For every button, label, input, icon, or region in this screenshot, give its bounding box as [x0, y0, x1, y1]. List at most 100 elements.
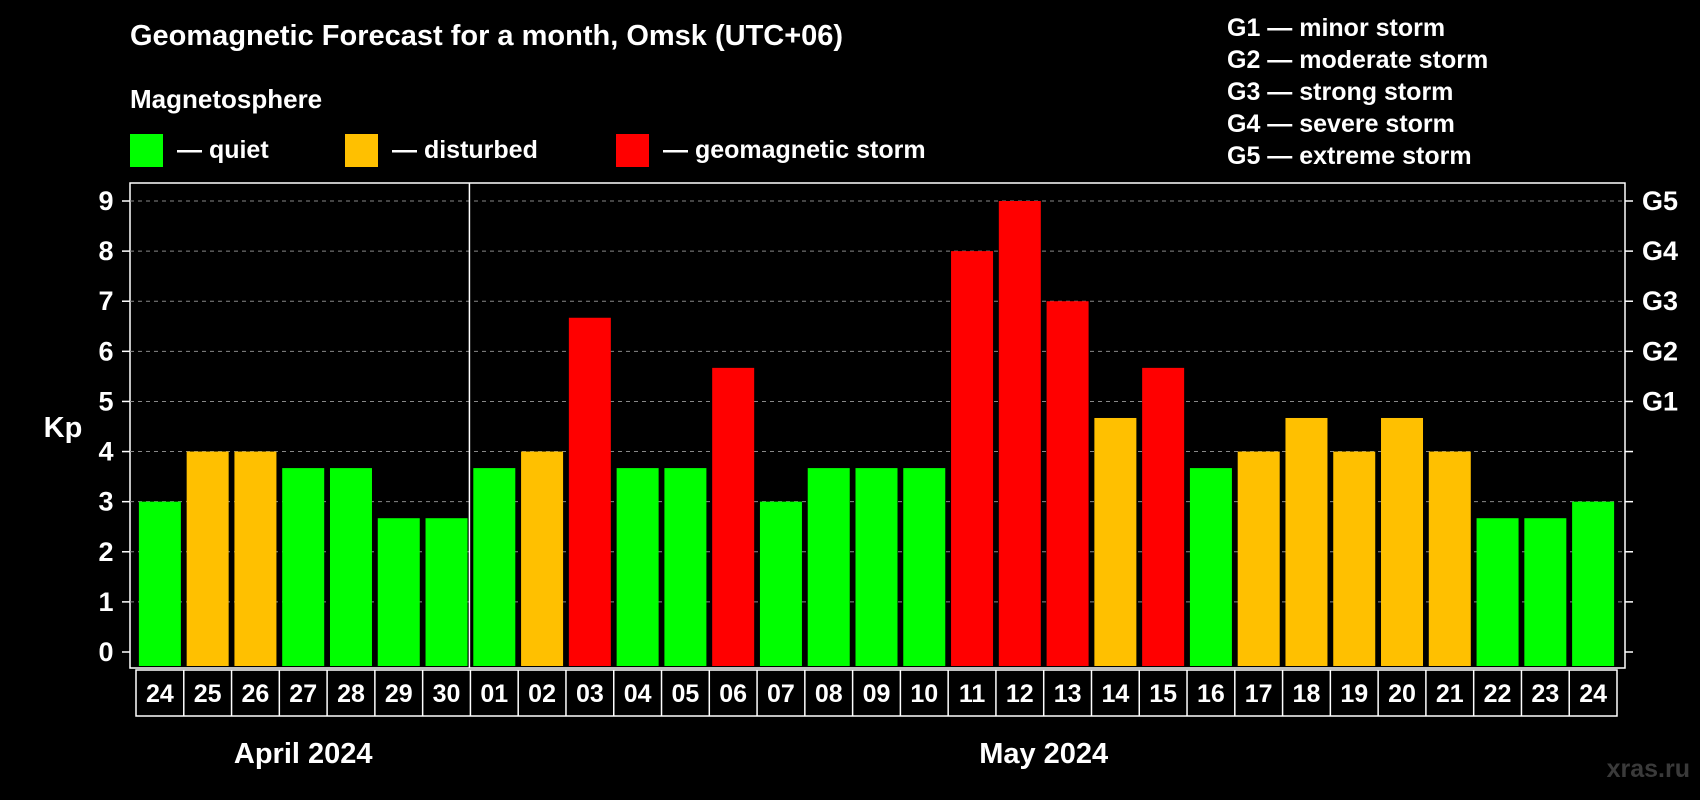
x-tick-label-20: 14 — [1101, 680, 1129, 708]
chart-title: Geomagnetic Forecast for a month, Omsk (… — [130, 20, 844, 52]
bar-10 — [616, 468, 659, 666]
x-tick-label-16: 10 — [910, 680, 938, 708]
legend-label-quiet: — quiet — [177, 136, 269, 164]
bar-25 — [1333, 451, 1376, 666]
right-axis-label-g3: G3 — [1642, 286, 1678, 316]
x-tick-label-23: 17 — [1245, 680, 1273, 708]
bar-6 — [425, 518, 468, 666]
y-tick-label-4: 4 — [98, 437, 113, 467]
bar-29 — [1524, 518, 1567, 666]
right-axis-label-g5: G5 — [1642, 186, 1678, 216]
bar-26 — [1381, 417, 1424, 666]
y-axis-label: Kp — [44, 412, 83, 444]
y-tick-label-2: 2 — [98, 537, 113, 567]
bar-11 — [664, 468, 707, 666]
x-tick-label-30: 24 — [1579, 680, 1607, 708]
bar-13 — [759, 501, 802, 666]
x-tick-label-25: 19 — [1340, 680, 1368, 708]
legend-item-disturbed: — disturbed — [345, 134, 538, 167]
x-tick-label-15: 09 — [863, 680, 891, 708]
legend-label-storm: — geomagnetic storm — [663, 136, 926, 164]
month-label-0: April 2024 — [234, 738, 373, 770]
bar-1 — [186, 451, 229, 666]
legend-swatch-disturbed — [345, 134, 378, 167]
x-tick-label-17: 11 — [959, 680, 986, 708]
right-axis-label-g4: G4 — [1642, 236, 1678, 266]
legend-label-disturbed: — disturbed — [392, 136, 538, 164]
legend-swatch-storm — [616, 134, 649, 167]
x-tick-label-12: 06 — [719, 680, 747, 708]
y-tick-label-6: 6 — [98, 336, 113, 366]
x-tick-label-26: 20 — [1388, 680, 1416, 708]
bar-9 — [568, 317, 611, 666]
bar-20 — [1094, 417, 1137, 666]
bar-2 — [234, 451, 277, 666]
bar-30 — [1572, 501, 1615, 666]
legend-item-storm: — geomagnetic storm — [616, 134, 926, 167]
bar-17 — [951, 251, 994, 666]
x-tick-label-13: 07 — [767, 680, 795, 708]
y-tick-label-0: 0 — [98, 637, 113, 667]
x-tick-label-14: 08 — [815, 680, 843, 708]
bar-22 — [1189, 468, 1232, 666]
bar-3 — [282, 468, 325, 666]
x-tick-label-5: 29 — [385, 680, 413, 708]
x-tick-label-29: 23 — [1531, 680, 1559, 708]
x-tick-label-21: 15 — [1149, 680, 1177, 708]
bar-5 — [377, 518, 420, 666]
legend-swatch-quiet — [130, 134, 163, 167]
x-tick-label-24: 18 — [1293, 680, 1321, 708]
plot-frame — [129, 182, 1626, 669]
bar-8 — [521, 451, 564, 666]
x-tick-label-28: 22 — [1484, 680, 1512, 708]
bar-15 — [855, 468, 898, 666]
date-axis-box — [135, 669, 1618, 717]
x-tick-label-1: 25 — [194, 680, 222, 708]
y-tick-label-1: 1 — [98, 587, 113, 617]
month-label-1: May 2024 — [979, 738, 1108, 770]
x-tick-label-9: 03 — [576, 680, 604, 708]
bar-21 — [1142, 367, 1185, 666]
x-tick-label-27: 21 — [1436, 680, 1464, 708]
x-tick-label-6: 30 — [433, 680, 461, 708]
y-tick-label-9: 9 — [98, 186, 113, 216]
x-tick-label-11: 05 — [671, 680, 699, 708]
x-tick-label-4: 28 — [337, 680, 365, 708]
y-tick-label-5: 5 — [98, 386, 113, 416]
right-axis-label-g2: G2 — [1642, 336, 1678, 366]
storm-scale-g4: G4 — severe storm — [1227, 110, 1455, 138]
bar-27 — [1428, 451, 1471, 666]
x-tick-label-8: 02 — [528, 680, 556, 708]
bar-18 — [998, 201, 1041, 666]
y-tick-label-7: 7 — [98, 286, 113, 316]
bar-28 — [1476, 518, 1519, 666]
legend-item-quiet: — quiet — [130, 134, 269, 167]
bar-12 — [712, 367, 755, 666]
y-tick-label-3: 3 — [98, 487, 113, 517]
x-tick-label-7: 01 — [480, 680, 508, 708]
storm-scale-legend: G1 — minor storm G2 — moderate storm G3 … — [1227, 12, 1488, 172]
x-tick-label-2: 26 — [242, 680, 270, 708]
storm-scale-g3: G3 — strong storm — [1227, 78, 1454, 106]
x-tick-label-22: 16 — [1197, 680, 1225, 708]
x-tick-label-0: 24 — [146, 680, 174, 708]
watermark: xras.ru — [1606, 755, 1690, 783]
x-tick-label-18: 12 — [1006, 680, 1034, 708]
x-tick-label-10: 04 — [624, 680, 652, 708]
bar-16 — [903, 468, 946, 666]
x-tick-label-19: 13 — [1054, 680, 1082, 708]
bar-0 — [138, 501, 181, 666]
right-axis-label-g1: G1 — [1642, 386, 1678, 416]
storm-scale-g5: G5 — extreme storm — [1227, 142, 1472, 170]
bar-24 — [1285, 417, 1328, 666]
storm-scale-g1: G1 — minor storm — [1227, 14, 1446, 42]
y-tick-label-8: 8 — [98, 236, 113, 266]
storm-scale-g2: G2 — moderate storm — [1227, 46, 1489, 74]
bar-7 — [473, 468, 516, 666]
bar-4 — [329, 468, 372, 666]
bar-23 — [1237, 451, 1280, 666]
bar-14 — [807, 468, 850, 666]
legend-subtitle: Magnetosphere — [130, 84, 323, 114]
bar-19 — [1046, 301, 1089, 666]
